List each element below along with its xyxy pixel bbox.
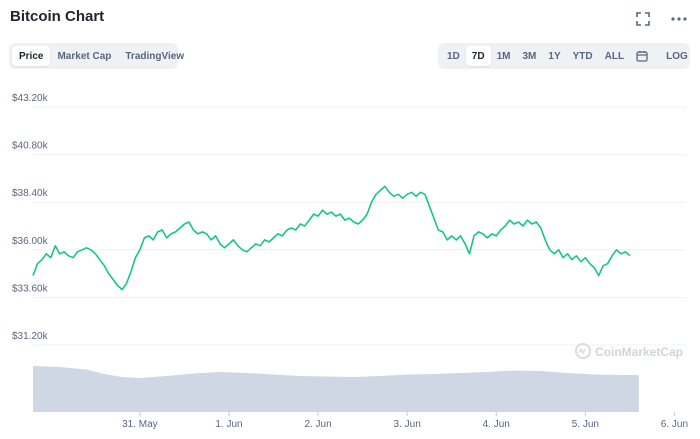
range-1m[interactable]: 1M [496,50,511,62]
tab-price[interactable]: Price [12,46,51,66]
range-tabs: 1D 7D 1M 3M 1Y YTD ALL LOG [438,43,690,69]
range-ytd[interactable]: YTD [572,50,593,62]
x-tick-label: 5. Jun [572,419,599,430]
expand-icon[interactable] [634,10,652,28]
view-tabs: Price Market Cap TradingView [9,43,184,69]
calendar-icon[interactable] [630,46,654,66]
tab-tradingview[interactable]: TradingView [125,50,185,62]
x-axis-ticks: 31. May 1. Jun 2. Jun 3. Jun 4. Jun 5. Jun 6. … [122,412,688,430]
chart-actions [634,10,688,28]
x-tick-label: 31. May [122,419,158,430]
y-tick-label: $38.40k [12,188,49,199]
y-tick-label: $36.00k [12,236,49,247]
page-title: Bitcoin Chart [10,8,105,25]
x-tick-label: 1. Jun [215,419,242,430]
range-all[interactable]: ALL [604,50,625,62]
range-7d[interactable]: 7D [465,46,491,66]
more-horizontal-icon[interactable] [670,10,688,28]
y-tick-label: $40.80k [12,141,49,152]
watermark-text: CoinMarketCap [595,345,683,359]
log-scale-toggle[interactable]: LOG [666,50,688,62]
series-line-price [32,185,631,291]
y-tick-label: $31.20k [12,331,49,342]
watermark: CoinMarketCap [575,343,683,359]
x-tick-label: 4. Jun [483,419,510,430]
grid-lines [33,106,686,346]
x-tick-label: 3. Jun [394,419,421,430]
range-1y[interactable]: 1Y [548,50,561,62]
range-1d[interactable]: 1D [447,50,460,62]
range-3m[interactable]: 3M [522,50,537,62]
y-tick-label: $33.60k [12,283,49,294]
y-axis-ticks: $43.20k $40.80k $38.40k $36.00k $33.60k $31.2… [12,93,49,342]
volume-area [33,366,639,412]
y-tick-label: $43.20k [12,93,49,104]
x-tick-label: 6. Jun [661,419,688,430]
tab-market-cap[interactable]: Market Cap [57,50,112,62]
x-tick-label: 2. Jun [304,419,331,430]
